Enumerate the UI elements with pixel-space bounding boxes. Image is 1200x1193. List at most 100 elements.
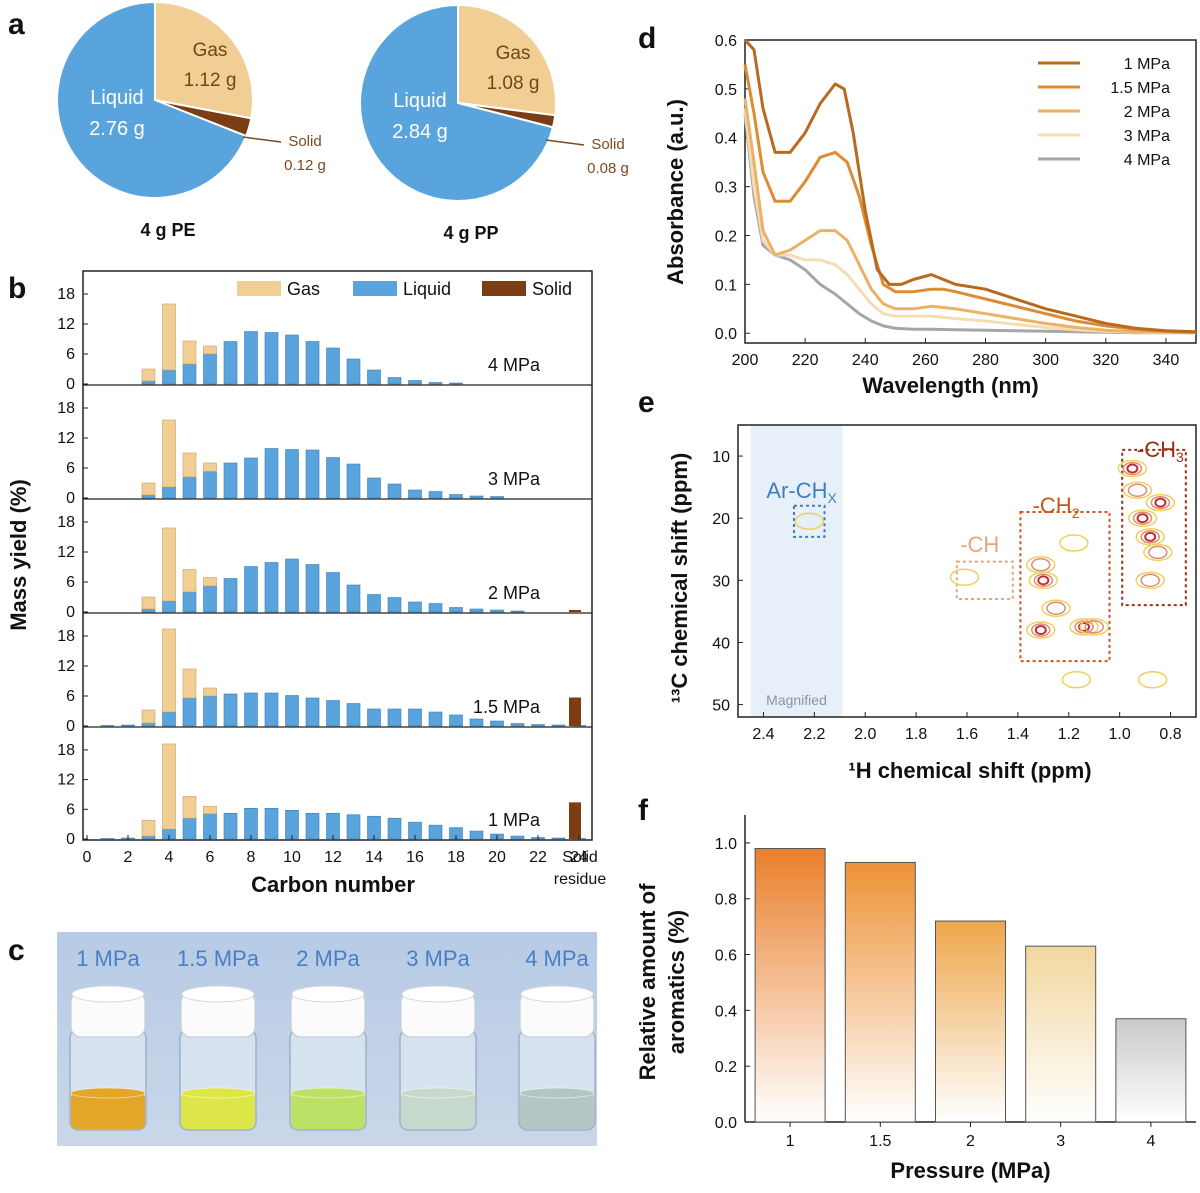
bar-gas [203,687,217,697]
bar-liquid [305,812,320,840]
vial-cap-top [181,985,255,1003]
bar-liquid [449,382,463,385]
bar-liquid [285,695,299,727]
vial-cap-top [71,985,145,1003]
bar-gas [141,709,156,724]
nmr-peak-contour [1078,621,1091,632]
y-axis-title-line1: Relative amount of [635,883,660,1080]
bar-liquid [490,720,504,727]
bar-solid [569,610,581,612]
bar-liquid [326,457,340,499]
vial-cap-top [520,985,594,1003]
bar-liquid [285,809,299,840]
label-ch-main: -CH [960,532,999,557]
pie-label-liquid: Liquid [393,90,446,112]
legend-label: 1.5 MPa [1110,80,1170,97]
y-tick-label: 18 [57,400,75,417]
y-tick-label: 0.3 [715,180,737,197]
label-ch3: -CH3 [1137,437,1184,465]
bar-solid [569,697,581,726]
x-tick-label: 1.4 [1007,726,1029,743]
bar-liquid [387,377,402,385]
pie-slice-gas [457,3,557,117]
bar-liquid [346,463,361,499]
bar-liquid [367,708,381,727]
nmr-peak-contour [1059,534,1089,552]
vial-liquid-surface [519,1087,595,1099]
y-tick-label: 50 [712,698,730,715]
bar-liquid [285,334,299,385]
vial-liquid [181,1092,255,1129]
y-tick-label: 18 [57,628,75,645]
magnified-label: Magnified [766,692,827,708]
x-tick-label-solid: Solid [562,849,598,866]
nmr-peak-contour [1136,513,1149,524]
y-tick-label: 0 [66,376,75,393]
vial-liquid-surface [70,1087,146,1099]
y-axis-title-line2: aromatics (%) [664,910,689,1054]
x-tick-label: 14 [365,849,383,866]
bar-liquid [244,331,258,385]
aromatics-bar [844,861,916,1123]
legend-swatch [353,281,397,296]
y-tick-label: 18 [57,742,75,759]
nmr-peak-contour [1122,481,1153,499]
bar-liquid [182,476,197,499]
nmr-peak-contour [1033,573,1054,588]
magnified-region [750,425,843,717]
x-tick-label: 220 [792,352,819,369]
bar-liquid [162,711,176,727]
x-tick-label: 1.2 [1058,726,1080,743]
bar-gas [162,303,176,371]
x-axis-title: Pressure (MPa) [890,1158,1050,1183]
y-tick-label: 0.5 [715,82,737,99]
bar-liquid [141,380,156,385]
x-tick-label: 16 [406,849,424,866]
y-tick-label: 6 [66,688,75,705]
bar-liquid [551,724,566,727]
nmr-peak-contour [1037,575,1050,586]
bar-liquid [162,486,176,499]
bar-liquid [203,695,217,727]
bar-solid [569,802,581,839]
y-tick-label: 0.2 [715,1059,737,1076]
panel-e-nmr-hsqc: e Magnified 10 20 30 40 50 2.4 2.2 2.0 1.8 1.6 1.4 1.… [638,386,1197,783]
nmr-peak-contour [1126,463,1139,474]
y-tick-label: 0 [66,604,75,621]
x-axis-title: ¹H chemical shift (ppm) [848,758,1091,783]
nmr-peak-contour [1031,623,1051,637]
bar-liquid [469,718,484,727]
x-axis-title: Carbon number [251,872,415,897]
region-box [1019,510,1111,663]
y-tick-label: 12 [57,772,75,789]
bar-liquid [305,341,320,385]
pie-label-liquid: Liquid [90,87,143,109]
x-tick-label: 2 [124,849,133,866]
bar-liquid [326,700,340,727]
x-tick-label: 1 [786,1133,795,1150]
y-tick-label: 30 [712,573,730,590]
nmr-peak-contour [1140,530,1160,544]
bar-liquid [141,835,156,840]
x-tick-label: 12 [324,849,342,866]
subplot-pressure-label: 4 MPa [488,355,541,375]
spectrum-line [743,113,1196,335]
bar-liquid [367,477,381,499]
spectrum-line [743,38,1197,334]
pie-value-liquid: 2.76 g [89,118,145,140]
bar-liquid [244,692,258,727]
subplot-pressure-label: 3 MPa [488,469,541,489]
x-tick-label: 300 [1032,352,1059,369]
x-tick-label: 260 [912,352,939,369]
x-tick-label: 280 [972,352,999,369]
bar-liquid [305,449,320,499]
y-tick-label: 0 [66,490,75,507]
vial-liquid [401,1092,475,1129]
bar-liquid [469,830,484,840]
y-tick-label: 0.6 [715,33,737,50]
bar-liquid [387,597,402,613]
pie-value-gas: 1.08 g [487,73,540,94]
bar-liquid [305,697,320,727]
nmr-peak-contour [1150,495,1171,510]
nmr-peak-contour [1135,528,1165,546]
